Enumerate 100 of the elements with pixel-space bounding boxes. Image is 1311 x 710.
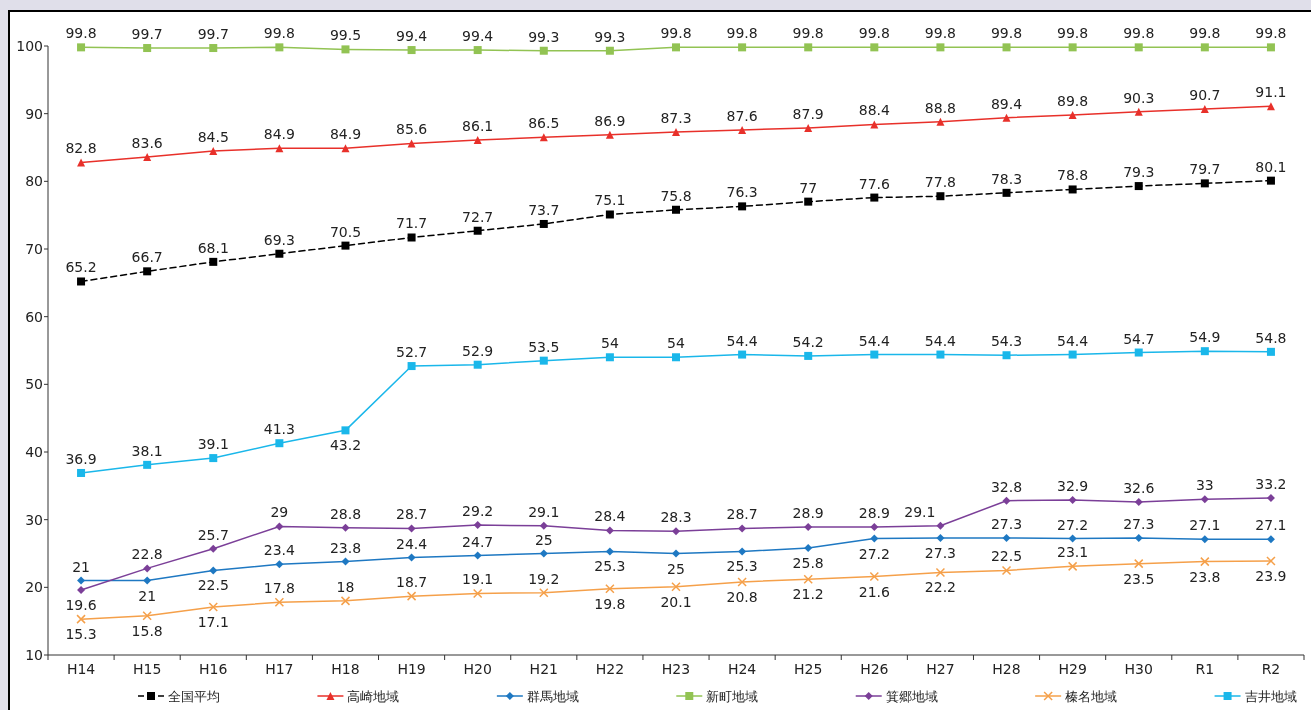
data-label: 79.3 [1123, 164, 1155, 181]
y-tick-label: 50 [25, 376, 43, 393]
data-label: 32.9 [1057, 478, 1089, 495]
point [1200, 347, 1209, 356]
point [472, 588, 483, 599]
x-tick-label: H14 [66, 661, 96, 677]
point [803, 574, 813, 584]
point [407, 553, 416, 562]
point [143, 460, 152, 469]
y-tick-label: 70 [25, 241, 43, 257]
point [1133, 558, 1144, 569]
point [275, 560, 284, 569]
data-label: 18.7 [395, 574, 428, 591]
data-label: 32.6 [1123, 480, 1155, 497]
point [1200, 535, 1209, 544]
point [870, 523, 879, 532]
point [407, 362, 416, 371]
x-tick-label: H25 [794, 661, 823, 677]
data-label: 70.5 [329, 223, 362, 240]
data-label: 99.4 [462, 28, 494, 45]
y-tick-label: 100 [16, 38, 43, 54]
data-label: 77.6 [858, 175, 890, 192]
data-label: 17.1 [197, 613, 229, 630]
data-label: 84.9 [263, 126, 295, 143]
legend-label: 榛名地域 [1065, 689, 1118, 704]
point [605, 210, 614, 219]
data-label: 86.1 [462, 118, 494, 135]
point [672, 205, 680, 214]
data-label: 99.8 [1255, 25, 1287, 42]
point [275, 522, 284, 531]
point [77, 43, 86, 52]
data-label: 29.2 [462, 503, 494, 520]
point [870, 534, 879, 543]
data-label: 72.7 [462, 208, 494, 225]
point [142, 611, 152, 621]
point [936, 117, 945, 126]
point [539, 46, 548, 55]
y-tick-label: 10 [25, 647, 43, 663]
point [870, 43, 879, 52]
legend-label: 箕郷地域 [885, 689, 938, 704]
point [539, 549, 548, 558]
point [143, 267, 152, 276]
point [1266, 102, 1275, 111]
data-label: 25.8 [792, 555, 824, 572]
data-label: 33 [1195, 477, 1214, 494]
point [1200, 104, 1209, 113]
data-label: 23.8 [1189, 568, 1221, 585]
y-tick-label: 20 [25, 579, 43, 596]
point [935, 567, 946, 578]
point [406, 591, 417, 601]
point [143, 44, 152, 53]
data-label: 68.1 [197, 239, 229, 256]
point [539, 588, 549, 598]
point [737, 577, 747, 587]
x-tick-label: H30 [1124, 661, 1153, 677]
point [869, 571, 880, 582]
point [671, 581, 681, 592]
data-label: 99.4 [395, 28, 428, 45]
point [473, 136, 482, 145]
data-label: 54.3 [990, 333, 1023, 350]
point [870, 350, 879, 359]
point [77, 468, 86, 477]
point [1134, 533, 1143, 542]
data-label: 82.8 [65, 140, 97, 157]
x-tick-label: H21 [529, 661, 558, 677]
point [605, 526, 614, 535]
data-label: 87.3 [660, 109, 692, 126]
point [1200, 179, 1209, 188]
data-label: 54.4 [858, 332, 890, 349]
data-label: 23.8 [329, 539, 362, 556]
point [539, 521, 548, 530]
x-tick-label: H16 [199, 661, 228, 677]
point [473, 46, 482, 55]
point [1134, 498, 1143, 507]
data-label: 27.3 [990, 515, 1023, 532]
data-label: 84.5 [197, 128, 229, 145]
data-label: 75.1 [594, 192, 626, 209]
data-label: 88.8 [924, 99, 957, 116]
data-label: 86.9 [594, 112, 626, 129]
point [1002, 188, 1011, 197]
point [209, 44, 218, 53]
point [473, 360, 482, 369]
x-tick-label: H18 [331, 661, 360, 677]
data-label: 21 [72, 558, 90, 575]
data-label: 99.5 [329, 27, 362, 44]
data-label: 54.8 [1255, 329, 1287, 346]
point [275, 439, 284, 448]
data-label: 99.8 [660, 25, 692, 42]
point [341, 426, 350, 435]
data-label: 28.9 [858, 505, 890, 522]
point [605, 547, 614, 556]
data-label: 21.6 [858, 583, 890, 600]
data-label: 66.7 [131, 249, 163, 266]
y-tick-label: 80 [25, 173, 43, 190]
data-label: 87.9 [792, 105, 824, 122]
point [341, 241, 350, 250]
data-label: 21.2 [792, 586, 824, 603]
data-label: 24.4 [395, 535, 428, 552]
y-tick-label: 40 [25, 444, 43, 460]
point [936, 43, 945, 52]
